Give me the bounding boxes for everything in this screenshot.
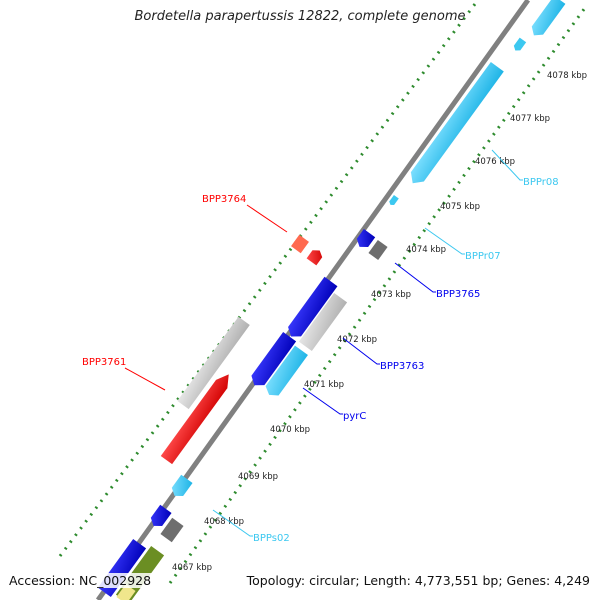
feature-bpp3764-small	[291, 234, 309, 254]
leader-pyrC	[302, 387, 343, 415]
feature-bpp3764-arrow	[306, 250, 323, 266]
scale-label: 4074 kbp	[406, 245, 446, 255]
feature-pyrC-cyan-arrow	[265, 345, 308, 396]
leader-bppr07	[424, 227, 465, 255]
scale-label: 4075 kbp	[440, 202, 480, 212]
scale-label: 4076 kbp	[475, 157, 515, 167]
scale-label: 4069 kbp	[238, 472, 278, 482]
accession-label: Accession: NC_002928	[7, 573, 154, 588]
feature-bpp3765-gray	[368, 240, 388, 260]
label-bppr08: BPPr08	[523, 177, 559, 188]
scale-label: 4073 kbp	[371, 290, 411, 300]
feature-rna-4078-arrow	[531, 0, 566, 36]
leader-bpps02	[212, 509, 253, 537]
tick-track-outer-left	[58, 0, 480, 557]
feature-4068-blue-arrow	[150, 504, 172, 526]
label-bppr07: BPPr07	[465, 251, 501, 262]
feature-4067-yellow	[116, 584, 136, 604]
leader-bpp3765	[394, 262, 436, 293]
feature-bppr08-arrow	[410, 62, 504, 184]
scale-label: 4078 kbp	[547, 71, 587, 81]
feature-rna-4078-small	[513, 37, 527, 51]
feature-bppr07-small	[389, 195, 399, 205]
label-bpp3761: BPP3761	[82, 357, 126, 368]
label-bpp3763: BPP3763	[380, 361, 424, 372]
scale-label: 4072 kbp	[337, 335, 377, 345]
scale-label: 4068 kbp	[204, 517, 244, 527]
feature-bpp3763-arrow	[288, 276, 338, 337]
scale-label: 4071 kbp	[304, 380, 344, 390]
label-bpp3764: BPP3764	[202, 194, 246, 205]
feature-bpp3765-arrow	[356, 229, 376, 247]
label-bpp3765: BPP3765	[436, 289, 480, 300]
feature-pyrC-blue-arrow	[251, 332, 297, 386]
feature-bpp3761-pseudo	[177, 316, 250, 410]
topology-label: Topology: circular; Length: 4,773,551 bp…	[244, 573, 592, 588]
feature-4068-gray	[160, 517, 184, 543]
scale-label: 4070 kbp	[270, 425, 310, 435]
label-pyrC: pyrC	[343, 411, 366, 422]
feature-bpps02-arrow	[171, 474, 193, 496]
leader-bppr08	[491, 149, 523, 181]
scale-label: 4077 kbp	[510, 114, 550, 124]
leader-bpp3763	[342, 337, 380, 365]
leader-bpp3764	[246, 204, 288, 233]
genome-title: Bordetella parapertussis 12822, complete…	[134, 9, 466, 24]
feature-bpp3761-arrow	[160, 374, 229, 465]
feature-bpp3763-pseudo	[298, 293, 348, 351]
scale-label: 4067 kbp	[172, 563, 212, 573]
leader-bpp3761	[124, 367, 166, 391]
label-bpps02: BPPs02	[253, 533, 290, 544]
